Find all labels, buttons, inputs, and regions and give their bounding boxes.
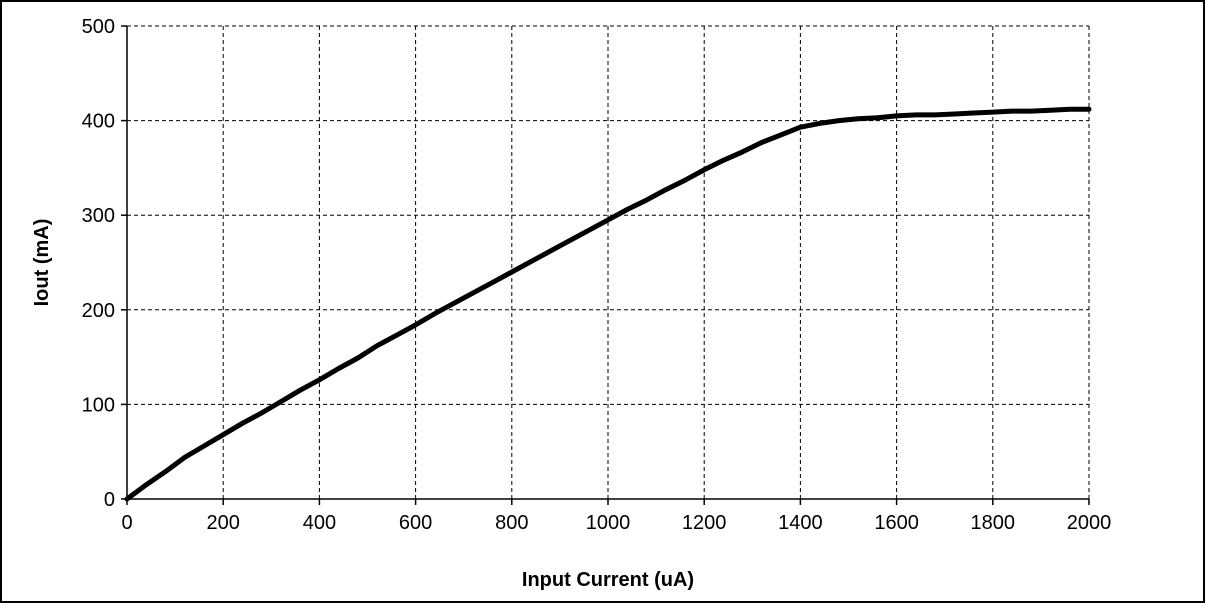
x-tick-label: 1000 [586, 512, 631, 534]
x-tick-label: 1400 [778, 512, 823, 534]
x-tick-label: 400 [303, 512, 336, 534]
y-tick-label: 200 [82, 300, 115, 322]
y-tick-label: 300 [82, 205, 115, 227]
y-tick-label: 500 [82, 16, 115, 38]
y-tick-label: 0 [104, 489, 115, 511]
x-axis-title: Input Current (uA) [522, 569, 694, 591]
series-layer [124, 106, 1092, 502]
x-tick-label: 1800 [971, 512, 1016, 534]
series-line [124, 106, 1092, 502]
y-axis-title: Iout (mA) [31, 219, 53, 307]
x-tick-label: 600 [399, 512, 432, 534]
x-tick-label: 2000 [1067, 512, 1112, 534]
x-tick-label: 800 [495, 512, 528, 534]
x-tick-label: 1200 [682, 512, 727, 534]
axes [121, 25, 1090, 505]
x-tick-label: 200 [207, 512, 240, 534]
grid [127, 25, 1090, 499]
y-tick-label: 100 [82, 394, 115, 416]
x-tick-label: 0 [121, 512, 132, 534]
x-tick-label: 1600 [874, 512, 919, 534]
tick-labels: 0 200 400 600 800 1000 1200 1400 1600 1800 2000 0 10… [82, 16, 1112, 534]
y-tick-label: 400 [82, 111, 115, 133]
